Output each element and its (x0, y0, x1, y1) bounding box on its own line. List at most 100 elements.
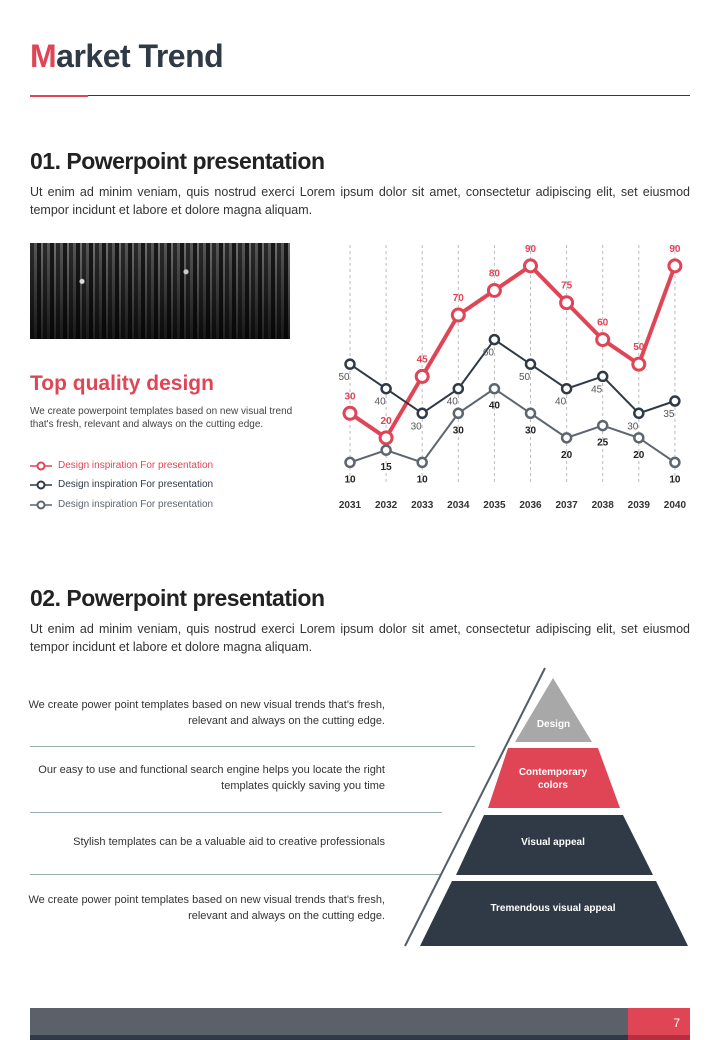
pyramid-level-1 (515, 678, 592, 742)
subheading: Top quality design (30, 372, 214, 395)
data-label: 80 (489, 268, 501, 279)
data-label: 45 (591, 384, 603, 395)
page-title: Market Trend (30, 38, 224, 74)
data-label: 30 (525, 425, 537, 436)
data-point (667, 258, 683, 274)
series-line (348, 263, 677, 441)
data-point (344, 456, 356, 469)
footer-bar (30, 1008, 628, 1035)
x-tick-label: 2033 (411, 500, 434, 511)
series-line (349, 338, 676, 415)
subtext: We create powerpoint templates based on … (30, 406, 293, 430)
title-accent (30, 95, 88, 97)
data-label: 30 (627, 421, 639, 432)
data-point (416, 407, 428, 420)
data-label: 10 (669, 474, 681, 485)
data-point (380, 444, 392, 456)
section2-heading: 02. Powerpoint presentation (30, 585, 325, 611)
crowd-photo (30, 243, 290, 339)
data-point (524, 407, 537, 420)
data-point (633, 432, 645, 444)
data-point (488, 382, 501, 395)
data-label: 20 (561, 450, 573, 461)
data-label: 50 (633, 342, 645, 353)
data-label: 30 (344, 391, 356, 402)
data-point (378, 430, 394, 446)
data-point (452, 382, 465, 395)
x-tick-label: 2040 (664, 500, 687, 511)
data-point (450, 307, 466, 323)
data-label: 40 (489, 401, 501, 412)
series-line (349, 387, 676, 464)
x-tick-label: 2037 (555, 500, 578, 511)
data-point (452, 407, 465, 420)
data-point (344, 358, 356, 370)
x-tick-label: 2032 (375, 500, 398, 511)
data-point (560, 382, 573, 395)
data-point (596, 419, 609, 432)
x-tick-label: 2038 (592, 500, 615, 511)
legend-marker-icon (30, 461, 52, 470)
data-label: 35 (663, 409, 675, 420)
row-text-1: We create power point templates based on… (28, 699, 385, 727)
data-point (488, 333, 501, 346)
row-text-2: Our easy to use and functional search en… (38, 764, 385, 792)
x-tick-label: 2039 (628, 500, 651, 511)
data-label: 60 (483, 348, 495, 359)
line-chart: 2031 2032 2033 2034 2035 2036 2037 2038 2039 2040… (338, 244, 687, 511)
data-label: 40 (555, 397, 567, 408)
data-point (595, 332, 611, 348)
data-label: 70 (453, 293, 465, 304)
data-point (633, 407, 645, 420)
data-label: 30 (411, 421, 423, 432)
data-label: 20 (633, 450, 645, 461)
pyramid-level-2 (488, 748, 620, 808)
legend-item-2: Design inspiration For presentation (30, 479, 213, 490)
footer-strip-accent (628, 1035, 690, 1040)
section2-text: Ut enim ad minim veniam, quis nostrud ex… (30, 622, 690, 654)
section1-text: Ut enim ad minim veniam, quis nostrud ex… (30, 185, 690, 217)
data-label: 75 (561, 281, 573, 292)
title-divider (30, 95, 690, 96)
data-label: 50 (519, 372, 531, 383)
row-divider (30, 874, 442, 875)
data-point (669, 456, 681, 469)
page-number: 7 (628, 1008, 690, 1035)
pyramid-label-1: Design (536, 719, 571, 730)
data-label: 10 (417, 474, 429, 485)
data-point (486, 282, 502, 298)
data-label: 20 (381, 416, 393, 427)
legend-marker-icon (30, 480, 52, 489)
pyramid-level-4 (420, 881, 688, 946)
row-divider (30, 746, 475, 747)
legend-marker-icon (30, 500, 52, 509)
data-point (523, 258, 538, 274)
data-label: 45 (417, 354, 429, 365)
data-point (380, 382, 392, 395)
section1-heading: 01. Powerpoint presentation (30, 148, 325, 174)
data-label: 90 (669, 244, 681, 255)
data-point (524, 358, 537, 370)
row-divider (30, 812, 442, 813)
pyramid (404, 667, 688, 947)
data-label: 25 (597, 438, 609, 449)
data-point (416, 456, 428, 469)
data-label: 50 (338, 372, 350, 383)
x-tick-label: 2034 (447, 500, 470, 511)
x-tick-label: 2036 (519, 500, 542, 511)
footer-strip (30, 1035, 628, 1040)
data-point (559, 295, 575, 311)
data-point (342, 405, 358, 421)
pyramid-label-3: Visual appeal (521, 837, 585, 848)
data-point (596, 370, 609, 383)
row-text-4: We create power point templates based on… (28, 894, 385, 922)
data-point (669, 395, 681, 407)
data-point (631, 356, 647, 372)
pyramid-label-4: Tremendous visual appeal (490, 903, 616, 914)
data-label: 60 (597, 318, 609, 329)
legend-item-1: Design inspiration For presentation (30, 460, 213, 471)
x-tick-label: 2035 (483, 500, 506, 511)
data-label: 15 (381, 462, 393, 473)
pyramid-label-2: Contemporary colors (518, 767, 588, 791)
